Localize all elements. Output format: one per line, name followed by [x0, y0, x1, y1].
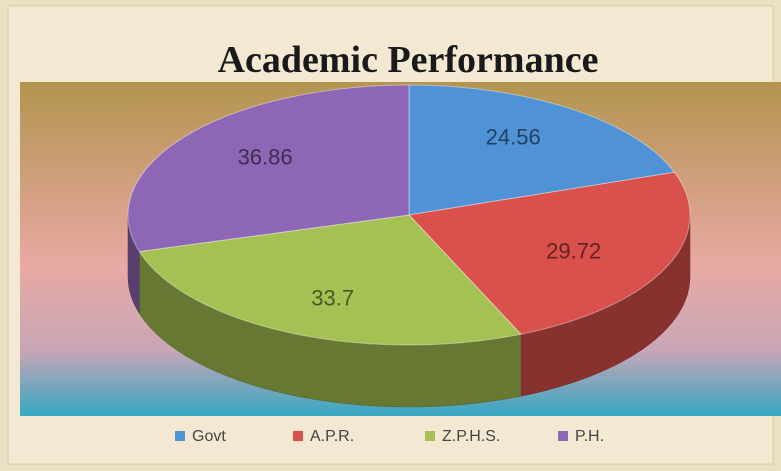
pie: 24.56 29.72 33.7 36.86 — [127, 84, 691, 408]
legend-label: P.H. — [575, 428, 604, 445]
data-label: 29.72 — [546, 238, 601, 263]
data-label: 33.7 — [311, 286, 354, 311]
slice — [408, 84, 676, 216]
legend-swatch — [293, 431, 303, 441]
legend-label: Z.P.H.S. — [442, 428, 500, 445]
legend-swatch — [558, 431, 568, 441]
legend-swatch — [175, 431, 185, 441]
slice — [407, 171, 691, 335]
legend-label: A.P.R. — [310, 428, 354, 445]
data-label: 24.56 — [486, 125, 541, 150]
data-label: 36.86 — [238, 145, 293, 170]
legend: Govt A.P.R. Z.P.H.S. P.H. — [175, 428, 604, 445]
slice — [138, 214, 522, 346]
slice — [127, 84, 410, 253]
chart-title: Academic Performance — [218, 39, 599, 81]
legend-swatch — [425, 431, 435, 441]
legend-label: Govt — [192, 428, 226, 445]
